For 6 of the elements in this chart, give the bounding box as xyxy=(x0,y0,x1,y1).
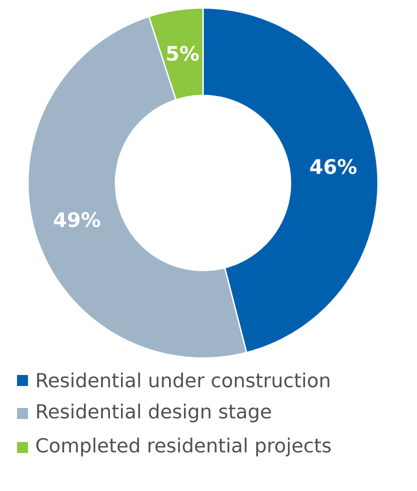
legend-label: Residential under construction xyxy=(37,372,330,388)
data-label: 46% xyxy=(310,158,357,174)
data-label: 5% xyxy=(167,46,199,61)
legend-label: Completed residential projects xyxy=(36,438,331,456)
data-label: 49% xyxy=(54,212,100,228)
legend-label: Residential design stage xyxy=(37,404,271,422)
